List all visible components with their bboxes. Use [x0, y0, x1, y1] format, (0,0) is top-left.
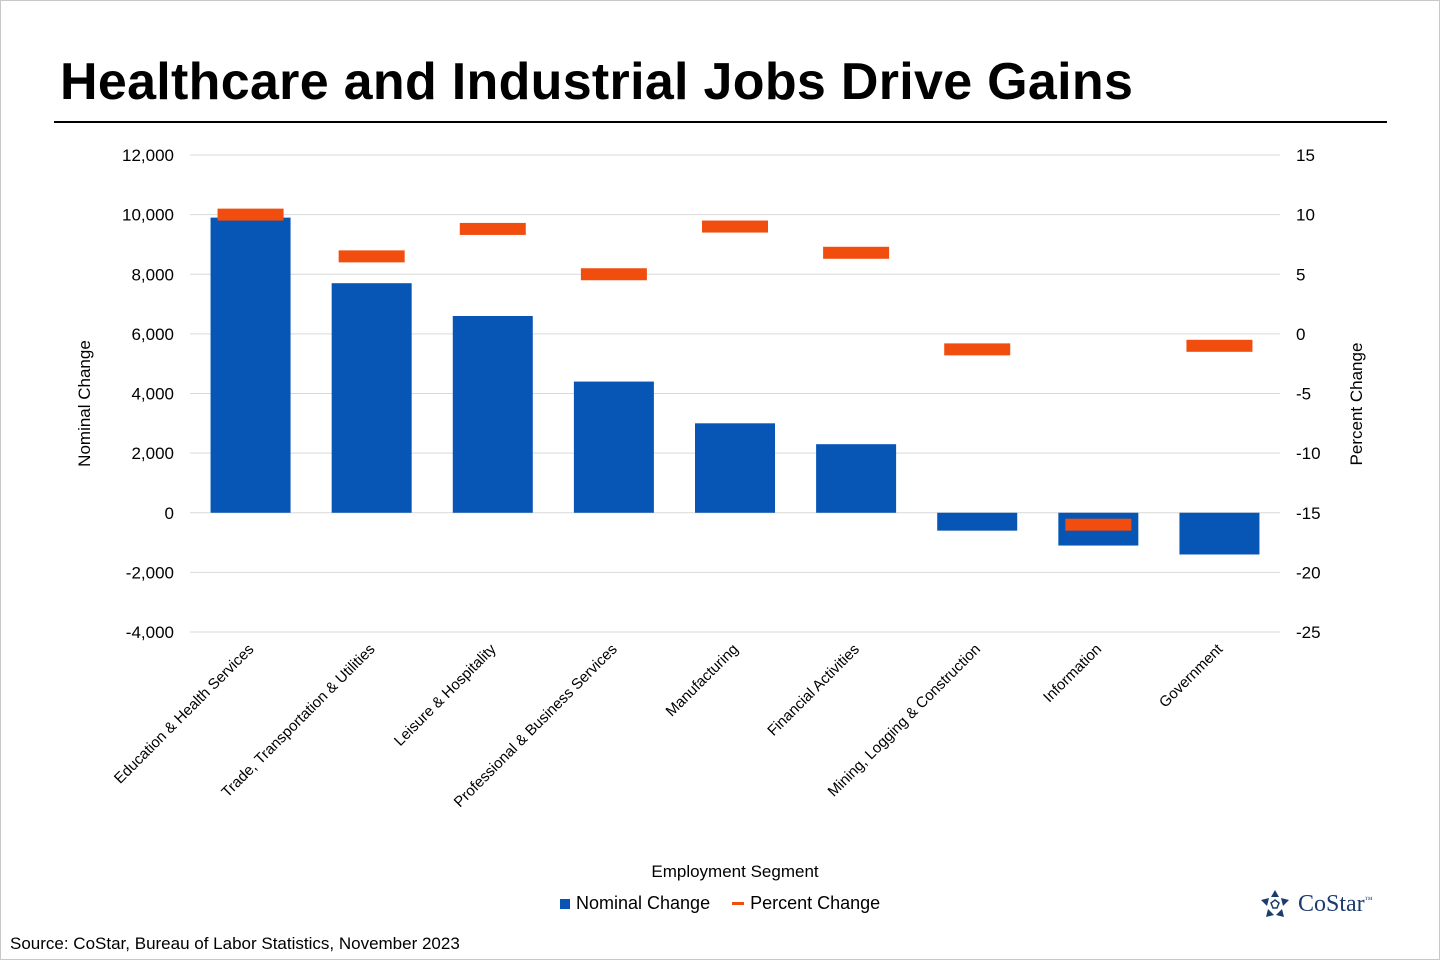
y2-tick-label: 15 — [1296, 146, 1315, 165]
y-tick-label: 8,000 — [131, 265, 174, 284]
chart-title: Healthcare and Industrial Jobs Drive Gai… — [60, 53, 1134, 111]
y2-tick-label: -10 — [1296, 444, 1321, 463]
marker-percent-change — [1186, 339, 1253, 352]
marker-percent-change — [459, 222, 526, 235]
bar-nominal-change — [331, 283, 412, 513]
legend-swatch-nominal — [560, 898, 570, 909]
logo-wordmark: CoStar — [1298, 890, 1365, 917]
bar-nominal-change — [695, 423, 775, 513]
x-tick-label: Manufacturing — [663, 641, 742, 720]
marker-percent-change — [944, 343, 1011, 356]
y-tick-label: 12,000 — [122, 146, 174, 165]
y-axis-title: Nominal Change — [75, 340, 94, 467]
legend-item-percent: Percent Change — [732, 893, 880, 914]
y2-tick-label: -15 — [1296, 504, 1321, 523]
legend-item-nominal: Nominal Change — [560, 893, 710, 914]
y2-tick-label: 10 — [1296, 206, 1315, 225]
marker-percent-change — [823, 246, 890, 259]
x-axis-title: Employment Segment — [651, 862, 819, 881]
bar-nominal-change — [816, 444, 897, 513]
x-tick-label: Financial Activities — [764, 641, 863, 740]
logo-text: CoStar™ — [1298, 891, 1373, 918]
y-tick-label: 4,000 — [131, 385, 174, 404]
source-note: Source: CoStar, Bureau of Labor Statisti… — [10, 934, 460, 953]
y-tick-label: 6,000 — [131, 325, 174, 344]
x-tick-label: Leisure & Hospitality — [391, 640, 500, 749]
bar-nominal-change — [452, 315, 533, 513]
marker-percent-change — [338, 250, 405, 263]
y-tick-label: 2,000 — [131, 444, 174, 463]
logo-trademark: ™ — [1364, 894, 1373, 904]
x-tick-label: Government — [1156, 640, 1227, 711]
legend-swatch-percent — [732, 902, 745, 905]
y-tick-label: 10,000 — [122, 206, 174, 225]
marker-percent-change — [217, 208, 284, 221]
bar-nominal-change — [1179, 512, 1260, 555]
bar-nominal-change — [210, 217, 291, 513]
y-tick-label: -2,000 — [126, 563, 174, 582]
y2-tick-label: 5 — [1296, 265, 1305, 284]
bar-nominal-change — [937, 512, 1018, 531]
y-tick-label: 0 — [165, 504, 174, 523]
title-divider — [54, 121, 1387, 123]
y2-axis-title: Percent Change — [1347, 343, 1366, 466]
x-tick-label: Information — [1040, 641, 1105, 706]
costar-star-logo-icon — [1261, 890, 1289, 917]
marker-percent-change — [1065, 518, 1132, 531]
legend: Nominal Change Percent Change — [560, 893, 880, 914]
x-tick-label: Education & Health Services — [111, 641, 257, 787]
legend-label-percent: Percent Change — [750, 893, 881, 913]
y2-tick-label: 0 — [1296, 325, 1305, 344]
marker-percent-change — [580, 268, 647, 281]
marker-percent-change — [702, 220, 768, 233]
bar-nominal-change — [573, 381, 654, 513]
costar-logo: CoStar™ — [1258, 888, 1373, 920]
y2-tick-label: -25 — [1296, 623, 1321, 642]
y-tick-label: -4,000 — [126, 623, 174, 642]
y2-tick-label: -5 — [1296, 385, 1311, 404]
y2-tick-label: -20 — [1296, 563, 1321, 582]
legend-label-nominal: Nominal Change — [576, 893, 711, 913]
